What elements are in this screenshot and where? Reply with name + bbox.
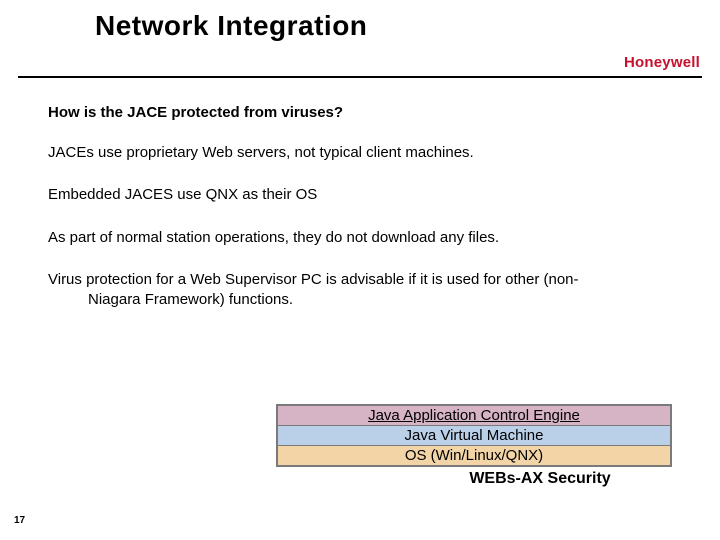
architecture-stack: Java Application Control Engine Java Vir… — [276, 404, 672, 467]
brand-logo: Honeywell — [624, 54, 700, 71]
stack-row-jvm: Java Virtual Machine — [278, 426, 670, 446]
paragraph-2: Embedded JACES use QNX as their OS — [48, 185, 680, 205]
slide: Network Integration Honeywell How is the… — [0, 0, 720, 540]
paragraph-1: JACEs use proprietary Web servers, not t… — [48, 143, 680, 163]
slide-title: Network Integration — [95, 10, 367, 42]
footer-label: WEBs-AX Security — [400, 470, 680, 488]
divider-line — [18, 76, 702, 78]
paragraph-4-line1: Virus protection for a Web Supervisor PC… — [48, 271, 579, 288]
page-number: 17 — [14, 515, 25, 526]
content-area: How is the JACE protected from viruses? … — [48, 104, 680, 332]
question-heading: How is the JACE protected from viruses? — [48, 104, 680, 121]
paragraph-4-line2: Niagara Framework) functions. — [48, 290, 680, 310]
paragraph-3: As part of normal station operations, th… — [48, 228, 680, 248]
stack-row-os: OS (Win/Linux/QNX) — [278, 446, 670, 465]
stack-row-jace: Java Application Control Engine — [278, 406, 670, 426]
paragraph-4: Virus protection for a Web Supervisor PC… — [48, 270, 680, 311]
